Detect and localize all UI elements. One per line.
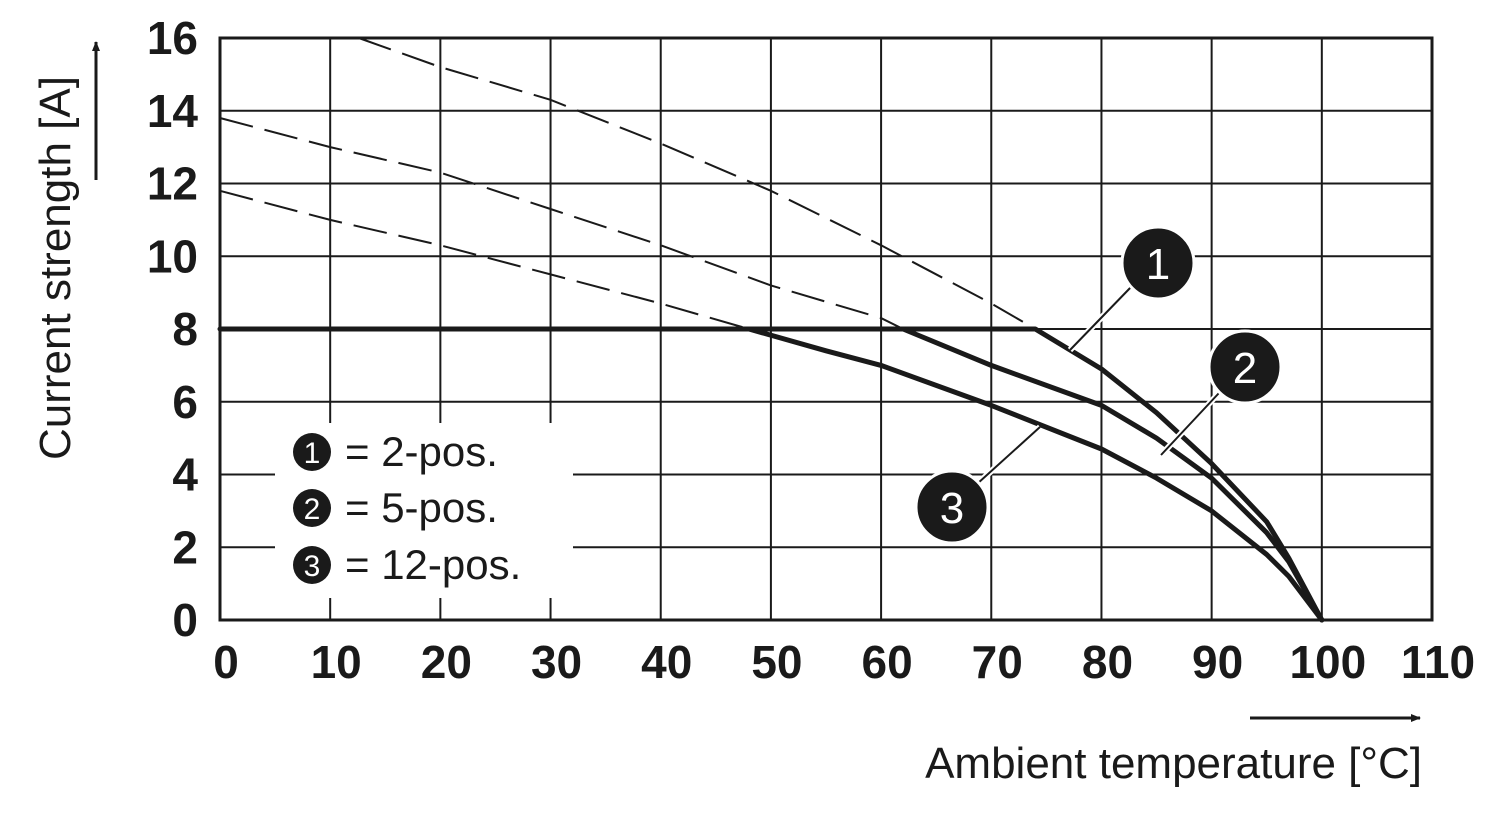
x-tick-label: 30 <box>531 636 582 688</box>
series-3-dashed-curve <box>219 189 750 330</box>
x-tick-label: 50 <box>751 636 802 688</box>
legend-badge-number: 1 <box>304 437 321 470</box>
legend-badge-number: 2 <box>304 493 321 526</box>
callout-badge-3 <box>914 469 990 545</box>
legend-badge-3 <box>293 546 331 584</box>
y-tick-label: 12 <box>147 158 198 210</box>
y-tick-label: 6 <box>172 376 198 428</box>
callout-leader <box>976 426 1041 485</box>
y-tick-label: 4 <box>172 449 198 501</box>
legend-item-1: 1 = 2-pos. <box>293 428 498 475</box>
solid-curves <box>217 326 1325 623</box>
x-tick-label: 60 <box>862 636 913 688</box>
x-axis-title: Ambient temperature [°C] <box>925 739 1422 788</box>
legend-badge-number: 3 <box>304 550 321 583</box>
x-tick-label: 90 <box>1192 636 1243 688</box>
callout-leader <box>1160 392 1220 456</box>
callout-number: 1 <box>1146 240 1170 289</box>
dashed-curves <box>219 37 1036 330</box>
x-tick-label: 80 <box>1082 636 1133 688</box>
y-tick-label: 2 <box>172 521 198 573</box>
x-tick-label: 0 <box>213 636 239 688</box>
series-1-dashed-curve <box>358 37 1036 330</box>
series-2-solid-curve <box>900 326 1325 623</box>
callout-number: 2 <box>1233 344 1257 393</box>
y-tick-label: 0 <box>172 594 198 646</box>
callout-badge-2 <box>1207 329 1283 405</box>
y-tick-label: 14 <box>147 85 199 137</box>
callout-2: 2 <box>1158 329 1283 458</box>
x-tick-label: 100 <box>1289 636 1366 688</box>
legend-label: = 5-pos. <box>345 484 498 531</box>
legend-label: = 12-pos. <box>345 541 521 588</box>
callout-badge-1 <box>1120 225 1196 301</box>
x-tick-label: 10 <box>311 636 362 688</box>
y-tick-label: 16 <box>147 12 198 64</box>
x-tick-label: 20 <box>421 636 472 688</box>
x-tick-label: 110 <box>1401 636 1475 688</box>
legend-badge-1 <box>293 433 331 471</box>
y-axis-title: Current strength [A] <box>31 76 80 460</box>
legend-label: = 2-pos. <box>345 428 498 475</box>
legend: 1 = 2-pos. 2 = 5-pos. 3 = 12-pos. <box>275 423 573 598</box>
legend-item-2: 2 = 5-pos. <box>293 484 498 531</box>
y-tick-label: 10 <box>147 230 198 282</box>
x-tick-label: 70 <box>972 636 1023 688</box>
callout-number: 3 <box>940 484 964 533</box>
series-3-solid-curve <box>746 326 1325 623</box>
callout-1: 1 <box>1067 225 1196 353</box>
legend-badge-2 <box>293 489 331 527</box>
series-2-dashed-curve <box>219 117 904 330</box>
callout-3: 3 <box>914 424 1043 545</box>
x-tick-label: 40 <box>641 636 692 688</box>
y-tick-label: 8 <box>172 303 198 355</box>
callout-leader <box>1069 285 1133 351</box>
series-1-solid-curve <box>217 326 1325 623</box>
legend-item-3: 3 = 12-pos. <box>293 541 521 588</box>
